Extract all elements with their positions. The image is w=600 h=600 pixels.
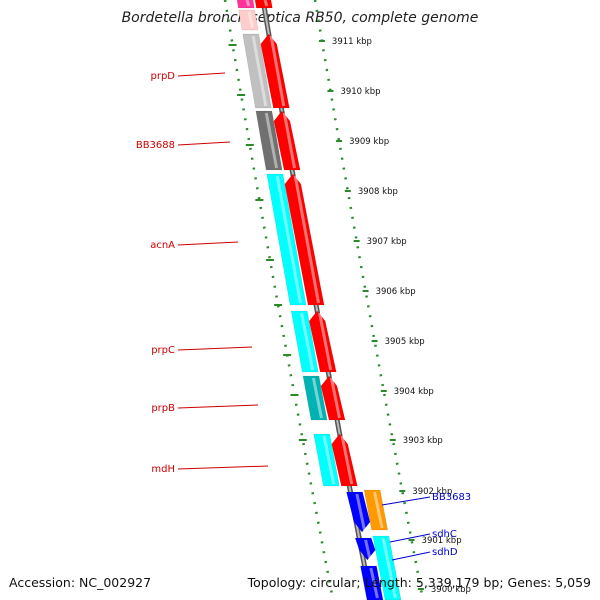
gene-label-BB3683: BB3683 — [432, 492, 471, 503]
feature-blue-1 — [346, 491, 371, 533]
feature-cyan-low-shade — [381, 537, 397, 599]
feature-bb3688-shade — [264, 112, 279, 169]
gene-leader-sdhC — [389, 533, 431, 543]
feature-red-2 — [273, 110, 301, 171]
gene-label-mdH: mdH — [151, 464, 175, 475]
gene-label-sdhC: sdhC — [432, 529, 457, 540]
feature-red-top — [254, 0, 273, 9]
gc-track-left — [223, 0, 335, 600]
feature-red-1-shade — [269, 35, 286, 107]
gene-leader-prpB — [177, 404, 259, 409]
gene-label-BB3688: BB3688 — [136, 140, 175, 151]
gene-leader-BB3688 — [177, 141, 231, 146]
tick-label-3: 3908 kbp — [358, 187, 398, 197]
feature-prpb — [302, 375, 328, 421]
gene-leader-sdhD — [391, 551, 431, 561]
feature-red-top-shade — [263, 0, 269, 7]
tick-label-6: 3905 kbp — [385, 337, 425, 347]
feature-track — [236, 0, 402, 600]
feature-orange-1-shade — [373, 491, 384, 529]
feature-red-5-shade — [329, 377, 341, 419]
feature-light-pink-shade — [247, 11, 254, 29]
feature-red-6 — [331, 433, 358, 487]
feature-acna — [266, 173, 307, 306]
feature-blue-1-shade — [355, 493, 366, 531]
tick-label-7: 3904 kbp — [394, 387, 434, 397]
tick-label-2: 3909 kbp — [349, 137, 389, 147]
feature-red-1 — [260, 33, 290, 109]
feature-blue-3-shade — [369, 567, 379, 599]
tick-label-5: 3906 kbp — [376, 287, 416, 297]
feature-blue-3 — [360, 565, 384, 600]
map-title: Bordetella bronchiseptica RB50, complete… — [121, 10, 479, 26]
tick-label-11: 3900 kbp — [431, 585, 471, 595]
feature-cyan-low — [372, 535, 402, 600]
feature-prpc — [290, 310, 319, 373]
feature-blue-2 — [354, 537, 376, 561]
feature-prpd-shade — [251, 35, 268, 107]
feature-red-4-shade — [318, 312, 333, 371]
feature-prpb-shade — [311, 377, 323, 419]
feature-red-3-shade — [293, 175, 320, 304]
gene-label-acnA: acnA — [150, 240, 175, 251]
gene-label-sdhD: sdhD — [432, 547, 458, 558]
gene-leader-prpC — [177, 346, 253, 351]
feature-prpc-shade — [300, 312, 315, 371]
feature-mdh — [313, 433, 340, 487]
tick-label-10: 3901 kbp — [422, 536, 462, 546]
gene-label-prpD: prpD — [150, 71, 175, 82]
tick-label-0: 3911 kbp — [332, 37, 372, 47]
gene-leader-prpD — [177, 72, 226, 77]
tick-label-4: 3907 kbp — [367, 237, 407, 247]
feature-red-3 — [284, 173, 325, 306]
tick-label-9: 3902 kbp — [412, 487, 452, 497]
accession-text: Accession: NC_002927 — [9, 575, 152, 590]
feature-orange-1 — [363, 489, 388, 531]
feature-mdh-shade — [322, 435, 336, 485]
feature-pink — [236, 0, 255, 9]
gc-skew-track — [223, 0, 425, 600]
gene-labels: prpD BB3688 acnA prpC prpB mdH BB3683 sdhC sdhD — [136, 71, 471, 561]
feature-red-5 — [320, 375, 346, 421]
feature-pink-shade — [245, 0, 251, 7]
tick-label-8: 3903 kbp — [403, 436, 443, 446]
gene-label-prpB: prpB — [151, 403, 175, 414]
feature-red-6-shade — [340, 435, 354, 485]
summary-text: Topology: circular; Length: 5,339,179 bp… — [247, 575, 591, 590]
tick-label-1: 3910 kbp — [340, 87, 380, 97]
feature-prpd — [242, 33, 272, 109]
feature-red-4 — [308, 310, 337, 373]
feature-light-pink — [238, 9, 259, 31]
gene-leader-mdH — [177, 465, 269, 470]
feature-red-2-shade — [282, 112, 297, 169]
feature-blue-2-shade — [364, 539, 372, 559]
feature-acna-shade — [275, 175, 302, 304]
ruler-ticks: 3911 kbp 3910 kbp 3909 kbp 3908 kbp 3907 kbp… — [318, 37, 471, 595]
gene-leader-acnA — [177, 241, 239, 246]
gene-label-prpC: prpC — [151, 345, 175, 356]
feature-bb3688 — [255, 110, 283, 171]
gene-leader-BB3683 — [381, 496, 431, 506]
gc-track-right — [313, 0, 425, 600]
